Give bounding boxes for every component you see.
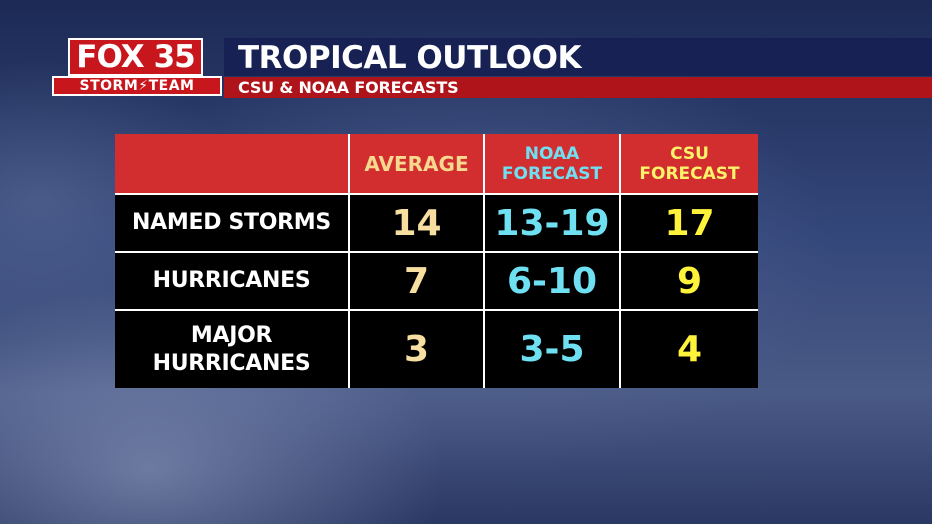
row-label-hurricanes: HURRICANES: [115, 253, 348, 309]
subtitle-bar: [224, 77, 932, 98]
cell-hurricanes-csu: 9: [621, 253, 758, 309]
fox35-badge: FOX 35: [68, 38, 203, 76]
logo-channel: 35: [153, 39, 196, 75]
header-csu-line2: FORECAST: [639, 163, 740, 184]
logo-brand: FOX: [76, 39, 144, 75]
storm-team-badge: STORM⚡TEAM: [52, 76, 222, 96]
cell-hurricanes-average: 7: [350, 253, 483, 309]
cell-named-storms-csu: 17: [621, 195, 758, 251]
header-noaa-line2: FORECAST: [501, 163, 603, 184]
page-subtitle: CSU & NOAA FORECASTS: [238, 78, 459, 97]
row-label-named-storms: NAMED STORMS: [115, 195, 348, 251]
cell-major-hurricanes-noaa: 3-5: [485, 311, 619, 388]
row-label-major-line2: HURRICANES: [152, 350, 311, 376]
forecast-table: AVERAGE NOAA FORECAST CSU FORECAST NAMED…: [115, 134, 758, 388]
row-label-major-hurricanes: MAJOR HURRICANES: [115, 311, 348, 388]
row-label-major-line1: MAJOR: [190, 322, 273, 348]
cell-major-hurricanes-csu: 4: [621, 311, 758, 388]
header-csu-forecast: CSU FORECAST: [621, 134, 758, 193]
page-title: TROPICAL OUTLOOK: [238, 40, 581, 76]
cell-hurricanes-noaa: 6-10: [485, 253, 619, 309]
header-cell-empty: [115, 134, 348, 193]
header-average: AVERAGE: [350, 134, 483, 193]
cell-named-storms-noaa: 13-19: [485, 195, 619, 251]
header-noaa-forecast: NOAA FORECAST: [485, 134, 619, 193]
cell-named-storms-average: 14: [350, 195, 483, 251]
header-noaa-line1: NOAA: [524, 143, 580, 164]
header-csu-line1: CSU: [670, 143, 709, 164]
title-bar: [224, 38, 932, 76]
fox35-storm-team-logo: FOX 35 STORM⚡TEAM: [52, 38, 222, 98]
cell-major-hurricanes-average: 3: [350, 311, 483, 388]
